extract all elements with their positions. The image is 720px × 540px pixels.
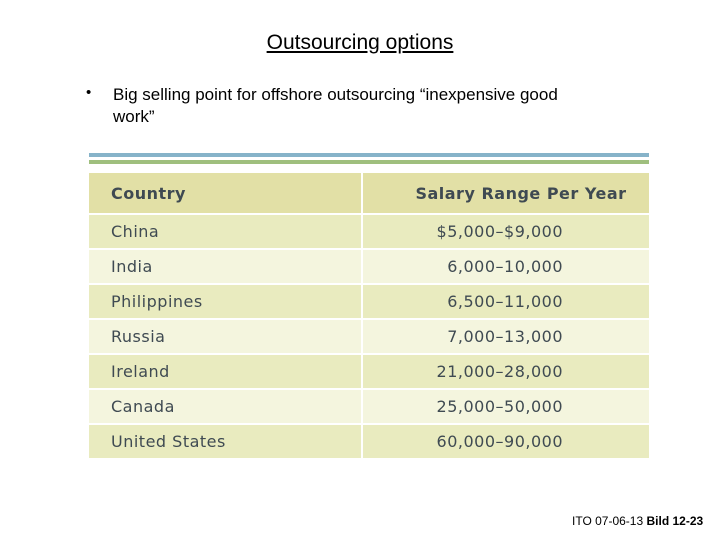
cell-country: Philippines [89, 284, 363, 320]
cell-salary-range: 25,000–50,000 [362, 389, 649, 425]
cell-country: Russia [89, 319, 363, 355]
slide-footer: ITO 07-06-13 Bild 12-23 [572, 514, 703, 528]
table-row: China $5,000–$9,000 [89, 214, 649, 250]
table-row: Russia 7,000–13,000 [89, 319, 649, 355]
cell-country: Canada [89, 389, 363, 425]
cell-salary-range: 6,000–10,000 [362, 249, 649, 285]
salary-table-frame: Country Salary Range Per Year China $5,00… [89, 153, 649, 460]
bullet-marker: • [86, 84, 92, 101]
table-row: United States 60,000–90,000 [89, 424, 649, 460]
cell-country: Ireland [89, 354, 363, 390]
header-country: Country [89, 173, 363, 215]
footer-page: Bild 12-23 [646, 514, 704, 528]
cell-country: China [89, 214, 363, 250]
cell-salary-range: 6,500–11,000 [362, 284, 649, 320]
table-bottom-rule [89, 160, 649, 164]
cell-salary-range: 21,000–28,000 [362, 354, 649, 390]
cell-salary-range: 7,000–13,000 [362, 319, 649, 355]
cell-country: India [89, 249, 363, 285]
footer-code: ITO 07-06-13 [572, 514, 644, 528]
table-header-row: Country Salary Range Per Year [89, 173, 649, 215]
slide-title: Outsourcing options [266, 31, 454, 54]
salary-table: Country Salary Range Per Year China $5,00… [89, 173, 649, 460]
table-rule-gap [89, 157, 649, 160]
cell-salary-range: $5,000–$9,000 [362, 214, 649, 250]
table-top-rule [89, 153, 649, 157]
table-row: Ireland 21,000–28,000 [89, 354, 649, 390]
table-row: India 6,000–10,000 [89, 249, 649, 285]
table-row: Canada 25,000–50,000 [89, 389, 649, 425]
cell-salary-range: 60,000–90,000 [362, 424, 649, 460]
bullet-text: Big selling point for offshore outsourci… [113, 85, 558, 126]
cell-country: United States [89, 424, 363, 460]
table-row: Philippines 6,500–11,000 [89, 284, 649, 320]
header-salary-range: Salary Range Per Year [362, 173, 649, 215]
